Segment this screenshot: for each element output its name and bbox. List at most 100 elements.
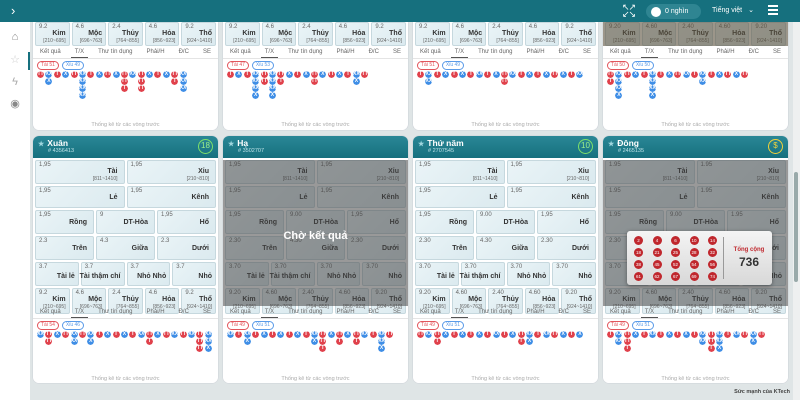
tab-2[interactable]: Thư tín dụng — [98, 49, 133, 55]
tab-3[interactable]: Phải/H — [336, 49, 355, 55]
tab-1[interactable]: T/X — [70, 309, 89, 318]
bet-option-trên[interactable]: 2.3 Trên — [35, 236, 94, 260]
tab-1[interactable]: T/X — [640, 49, 659, 58]
bet-option-dưới[interactable]: 2.30 Dưới — [537, 236, 596, 260]
tab-1[interactable]: T/X — [450, 309, 469, 318]
bet-option-tài[interactable]: 1,95 Tài[811~1410] — [415, 160, 505, 184]
tab-2[interactable]: Thư tín dụng — [288, 309, 323, 315]
tab-1[interactable]: T/X — [70, 49, 89, 58]
tab-4[interactable]: Đ/C — [178, 309, 189, 315]
tab-4[interactable]: Đ/C — [178, 49, 189, 55]
menu-hamburger-icon[interactable] — [768, 5, 778, 17]
tab-5[interactable]: SE — [392, 309, 401, 315]
bet-option-thủy[interactable]: 2.4 Thủy [764~855] — [298, 22, 333, 46]
bet-option-xỉu[interactable]: 1,95 Xỉu[210~810] — [506, 160, 596, 184]
bet-option-thủy[interactable]: 2.4 Thủy [764~855] — [488, 22, 523, 46]
bet-option-tài-thậm-chí[interactable]: 3.7 Tài thậm chí — [80, 262, 125, 286]
bet-option-kim[interactable]: 9.2 Kim [210~695] — [35, 22, 70, 46]
tab-0[interactable]: Kết quả — [40, 49, 61, 55]
tab-5[interactable]: SE — [202, 309, 211, 315]
tab-3[interactable]: Phải/H — [336, 309, 355, 315]
expand-sidebar-chevron-icon[interactable]: › — [11, 3, 16, 18]
fullscreen-icon[interactable]: ↖↗ ↙↘ — [622, 2, 636, 19]
bet-option-rồng[interactable]: 1,95 Rồng — [35, 210, 94, 234]
bet-option-hỏa[interactable]: 4.6 Hỏa [856~923] — [144, 288, 180, 314]
tab-2[interactable]: Thư tín dụng — [98, 309, 133, 315]
tab-0[interactable]: Kết quả — [610, 309, 631, 315]
bet-option-hổ[interactable]: 1,95 Hổ — [157, 210, 216, 234]
tab-5[interactable]: SE — [582, 49, 591, 55]
tab-3[interactable]: Phải/H — [526, 309, 545, 315]
bet-option-mộc[interactable]: 4.6 Mộc [696~763] — [71, 22, 107, 46]
tab-1[interactable]: T/X — [260, 309, 279, 318]
bet-option-rồng[interactable]: 1,95 Rồng — [415, 210, 474, 234]
tab-0[interactable]: Kết quả — [40, 309, 61, 315]
bet-option-lẻ[interactable]: 1,95 Lẻ — [35, 186, 125, 208]
bet-option-hỏa[interactable]: 4.6 Hỏa [856~923] — [144, 22, 180, 46]
tab-4[interactable]: Đ/C — [558, 309, 569, 315]
tab-1[interactable]: T/X — [450, 49, 469, 58]
lightning-icon[interactable]: ϟ — [12, 76, 18, 88]
bet-option-nhỏ[interactable]: 3.70 Nhỏ — [552, 262, 596, 286]
bet-option-giữa[interactable]: 4.3 Giữa — [96, 236, 155, 260]
balance-button[interactable]: 0 nghìn — [646, 4, 701, 19]
tab-0[interactable]: Kết quả — [230, 49, 251, 55]
star-icon[interactable]: ☆ — [10, 54, 20, 66]
tab-2[interactable]: Thư tín dụng — [288, 49, 323, 55]
tab-4[interactable]: Đ/C — [558, 49, 569, 55]
bet-option-thủy[interactable]: 2.4 Thủy [764~855] — [108, 22, 143, 46]
tab-2[interactable]: Thư tín dụng — [478, 49, 513, 55]
tab-0[interactable]: Kết quả — [230, 309, 251, 315]
bet-option-kim[interactable]: 9.2 Kim [210~695] — [35, 288, 70, 314]
bet-option-thủy[interactable]: 2.4 Thủy [764~855] — [108, 288, 143, 314]
tab-3[interactable]: Phải/H — [716, 309, 735, 315]
tab-4[interactable]: Đ/C — [748, 309, 759, 315]
tab-0[interactable]: Kết quả — [420, 309, 441, 315]
tab-0[interactable]: Kết quả — [610, 49, 631, 55]
scrollbar[interactable] — [793, 22, 800, 400]
bet-option-thổ[interactable]: 9.2 Thổ [924~1410] — [561, 22, 596, 46]
tab-0[interactable]: Kết quả — [420, 49, 441, 55]
tab-5[interactable]: SE — [392, 49, 401, 55]
bet-option-tài-lẻ[interactable]: 3.70 Tài lẻ — [415, 262, 459, 286]
home-icon[interactable]: ⌂ — [11, 31, 19, 43]
bet-option-giữa[interactable]: 4.30 Giữa — [476, 236, 535, 260]
bet-option-nhỏ[interactable]: 3.7 Nhỏ — [172, 262, 216, 286]
tab-2[interactable]: Thư tín dụng — [478, 309, 513, 315]
tab-1[interactable]: T/X — [260, 49, 279, 58]
language-select[interactable]: Tiếng việt ⌄ — [712, 6, 754, 14]
bet-option-kim[interactable]: 9.2 Kim [210~695] — [415, 22, 450, 46]
bet-option-dt-hòa[interactable]: 9 DT-Hòa — [96, 210, 155, 234]
tab-2[interactable]: Thư tín dụng — [668, 49, 703, 55]
tab-2[interactable]: Thư tín dụng — [668, 309, 703, 315]
bet-option-mộc[interactable]: 4.6 Mộc [696~763] — [451, 22, 487, 46]
tab-5[interactable]: SE — [772, 309, 781, 315]
tab-4[interactable]: Đ/C — [748, 49, 759, 55]
tab-3[interactable]: Phải/H — [526, 49, 545, 55]
tab-5[interactable]: SE — [772, 49, 781, 55]
tab-5[interactable]: SE — [582, 309, 591, 315]
bet-option-trên[interactable]: 2.30 Trên — [415, 236, 474, 260]
bet-option-dt-hòa[interactable]: 9.00 DT-Hòa — [476, 210, 535, 234]
bet-option-kênh[interactable]: 1,95 Kênh — [126, 186, 216, 208]
bet-option-hổ[interactable]: 1,95 Hổ — [537, 210, 596, 234]
bet-option-mộc[interactable]: 4.6 Mộc [696~763] — [71, 288, 107, 314]
bet-option-mộc[interactable]: 4.6 Mộc [696~763] — [261, 22, 297, 46]
bet-option-lẻ[interactable]: 1,95 Lẻ — [415, 186, 505, 208]
bet-option-thổ[interactable]: 9.2 Thổ [924~1410] — [181, 22, 216, 46]
bet-option-tài-thậm-chí[interactable]: 3.70 Tài thậm chí — [460, 262, 505, 286]
bet-option-kim[interactable]: 9.2 Kim [210~695] — [225, 22, 260, 46]
tab-1[interactable]: T/X — [640, 309, 659, 318]
tab-4[interactable]: Đ/C — [368, 309, 379, 315]
bet-option-hỏa[interactable]: 4.6 Hỏa [856~923] — [334, 22, 370, 46]
bet-option-kênh[interactable]: 1,95 Kênh — [506, 186, 596, 208]
tab-5[interactable]: SE — [202, 49, 211, 55]
tab-3[interactable]: Phải/H — [716, 49, 735, 55]
bet-option-xỉu[interactable]: 1,95 Xỉu[210~810] — [126, 160, 216, 184]
bet-option-thổ[interactable]: 9.2 Thổ [924~1410] — [371, 22, 406, 46]
